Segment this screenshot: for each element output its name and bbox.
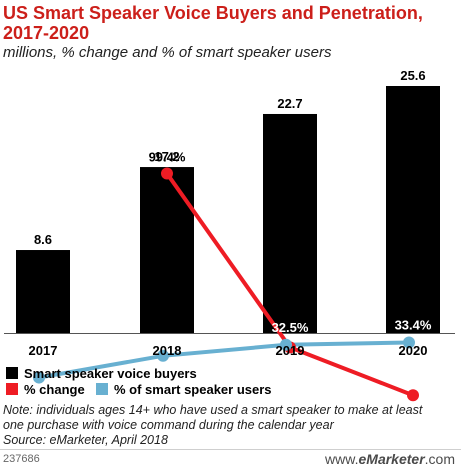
users-label-2017: 19.7% xyxy=(25,389,62,404)
legend-label-buyers: Smart speaker voice buyers xyxy=(24,366,197,381)
users-point-2020 xyxy=(403,336,415,349)
bar-2017 xyxy=(16,250,70,333)
legend-label-change: % change xyxy=(24,382,85,397)
note-line-2: one purchase with voice command during t… xyxy=(3,418,334,432)
chart-subtitle: millions, % change and % of smart speake… xyxy=(3,44,332,61)
users-label-2019: 32.5% xyxy=(272,320,309,335)
bar-2019 xyxy=(263,113,317,333)
brand-name: eMarketer xyxy=(358,451,425,467)
brand-prefix: www. xyxy=(325,451,359,467)
change-label-2019: 31.5% xyxy=(272,359,309,374)
users-line xyxy=(38,340,410,380)
bar-2020 xyxy=(386,86,440,333)
users-label-2018: 28.2% xyxy=(149,331,186,346)
brand-suffix: .com xyxy=(424,451,455,467)
change-label-2020: 12.8% xyxy=(395,406,432,421)
change-point-2018 xyxy=(161,167,173,180)
change-label-2018: 99.4% xyxy=(149,150,186,165)
legend-item-users: % of smart speaker users xyxy=(96,382,272,397)
bar-label-2019: 22.7 xyxy=(277,96,302,111)
source-line: Source: eMarketer, April 2018 xyxy=(3,433,168,447)
note-line-1: Note: individuals ages 14+ who have used… xyxy=(3,403,423,417)
legend-item-buyers: Smart speaker voice buyers xyxy=(6,366,197,381)
brand-logo: www.eMarketer.com xyxy=(325,451,455,467)
bar-label-2017: 8.6 xyxy=(34,232,52,247)
bar-label-2018: 17.2 xyxy=(154,149,179,164)
bar-2018 xyxy=(140,167,194,333)
change-point-2020 xyxy=(407,389,419,402)
chart-note: Note: individuals ages 14+ who have used… xyxy=(3,403,458,448)
x-tick-2020: 2020 xyxy=(399,343,428,358)
legend-swatch-buyers xyxy=(6,367,18,379)
x-tick-2019: 2019 xyxy=(276,343,305,358)
legend-item-change: % change xyxy=(6,382,85,397)
users-point-2017 xyxy=(33,371,45,384)
users-label-2020: 33.4% xyxy=(395,317,432,332)
legend-swatch-change xyxy=(6,383,18,395)
x-tick-2017: 2017 xyxy=(29,343,58,358)
chart-id: 237686 xyxy=(3,453,40,465)
legend-label-users: % of smart speaker users xyxy=(114,382,272,397)
footer: 237686 www.eMarketer.com xyxy=(0,449,461,467)
users-point-2018 xyxy=(157,349,169,362)
chart-title: US Smart Speaker Voice Buyers and Penetr… xyxy=(3,3,423,43)
legend-swatch-users xyxy=(96,383,108,395)
users-point-2019 xyxy=(280,338,292,351)
bar-label-2020: 25.6 xyxy=(400,68,425,83)
x-tick-2018: 2018 xyxy=(153,343,182,358)
